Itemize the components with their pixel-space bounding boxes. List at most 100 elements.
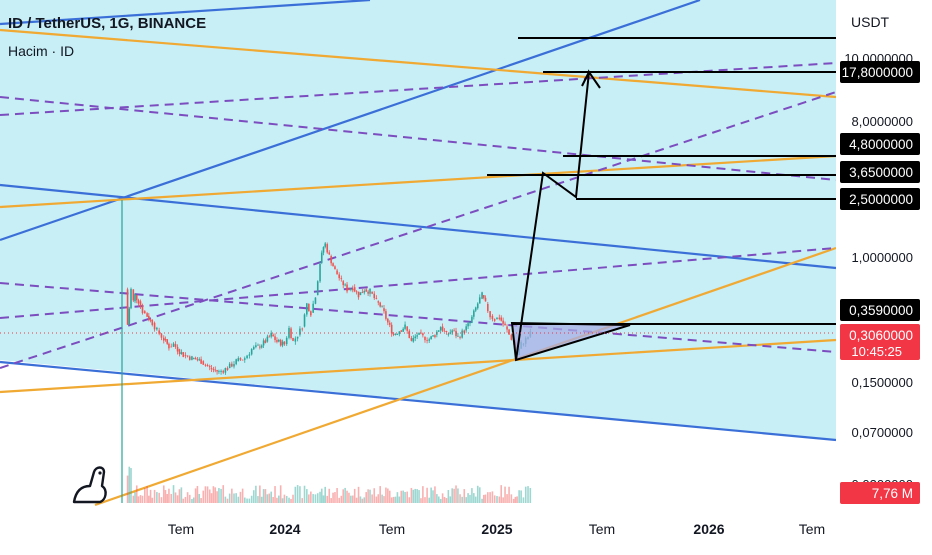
candle-body [128, 308, 131, 325]
volume-bar [338, 497, 340, 503]
candle-body [319, 263, 321, 282]
volume-bar [402, 490, 404, 503]
candle-body [259, 346, 261, 348]
candle-body [449, 332, 452, 334]
candle-body [455, 330, 457, 337]
volume-bar [334, 492, 336, 503]
candle-body [281, 341, 284, 346]
volume-bar [451, 488, 453, 503]
candle-body [288, 327, 290, 338]
volume-bar [160, 497, 163, 503]
volume-bar [264, 489, 267, 503]
volume-bar [441, 493, 444, 503]
volume-bar [350, 495, 352, 503]
volume-bar [180, 487, 183, 503]
candle-body [355, 291, 358, 293]
candle-body [149, 319, 152, 321]
volume-bar [281, 498, 284, 503]
volume-bar [371, 494, 373, 503]
price-label-value: 4,8000000 [849, 137, 913, 152]
volume-bar [176, 495, 179, 503]
price-label-box [840, 133, 920, 155]
volume-bar [216, 491, 218, 503]
volume-bar [308, 494, 310, 503]
volume-bar [506, 494, 508, 503]
candle-body [428, 339, 431, 341]
candle-body [210, 368, 213, 370]
candle-body [342, 281, 345, 286]
candle-body [243, 358, 246, 360]
candle-body [381, 305, 383, 307]
candle-body [290, 328, 292, 339]
candle-body [262, 340, 265, 346]
volume-bar [457, 488, 459, 503]
candle-body [412, 338, 415, 342]
x-tick-label: 2026 [693, 521, 724, 537]
volume-bar [288, 497, 290, 503]
candle-body [134, 294, 136, 302]
volume-bar [314, 494, 317, 503]
x-tick-label: 2025 [481, 521, 512, 537]
volume-bar [400, 490, 403, 503]
candle-body [508, 329, 510, 335]
volume-bar [220, 488, 222, 503]
candle-body [239, 358, 242, 360]
candle-body [359, 292, 362, 296]
volume-bar [231, 488, 233, 503]
price-label-value: 2,5000000 [849, 192, 913, 207]
x-tick-label: Tem [589, 521, 615, 537]
volume-bar [461, 496, 463, 503]
candle-body [406, 326, 408, 331]
volume-bar [500, 485, 503, 503]
volume-bar [151, 497, 154, 503]
price-label-value: 17,8000000 [842, 65, 913, 80]
candle-body [487, 303, 489, 312]
candle-body [266, 336, 269, 342]
volume-bar [414, 488, 417, 503]
volume-bar [369, 489, 371, 503]
volume-bar [388, 490, 391, 503]
volume-bar [186, 492, 189, 503]
volume-bar [410, 487, 413, 503]
volume-bar [266, 494, 269, 503]
x-tick-label: 2024 [269, 521, 300, 537]
volume-bar [436, 494, 438, 503]
candle-body [498, 317, 501, 319]
candle-body [451, 330, 453, 333]
volume-bar [340, 495, 343, 503]
candle-body [294, 338, 297, 342]
volume-bar [272, 497, 274, 503]
candle-body [141, 306, 144, 314]
volume-bar [496, 496, 498, 503]
x-tick-label: Tem [168, 521, 194, 537]
candle-body [484, 297, 487, 302]
candle-body [130, 288, 132, 309]
volume-bar [255, 485, 257, 503]
price-label-box [840, 299, 920, 321]
volume-bar [377, 494, 380, 503]
candle-body [132, 289, 135, 301]
y-tick-label: 8,0000000 [852, 114, 913, 129]
volume-bar [148, 495, 150, 503]
volume-bar [252, 490, 255, 503]
volume-bar [250, 495, 253, 503]
volume-bar [134, 492, 136, 503]
candle-body [231, 363, 233, 367]
volume-bar [248, 498, 251, 503]
candle-body [493, 319, 496, 321]
volume-bar [353, 488, 356, 503]
volume-bar [132, 495, 135, 503]
volume-bar [224, 496, 227, 503]
volume-bar [434, 486, 436, 503]
volume-bar [516, 496, 518, 503]
volume-bar [239, 491, 242, 503]
purple-dashed-line-3 [0, 91, 837, 369]
candle-body [416, 335, 418, 337]
volume-bar [524, 486, 527, 503]
candle-body [191, 356, 193, 360]
volume-bar [294, 486, 297, 503]
volume-bars [126, 466, 532, 503]
candle-body [174, 344, 177, 347]
candle-body [408, 330, 411, 339]
volume-bar [437, 496, 440, 503]
